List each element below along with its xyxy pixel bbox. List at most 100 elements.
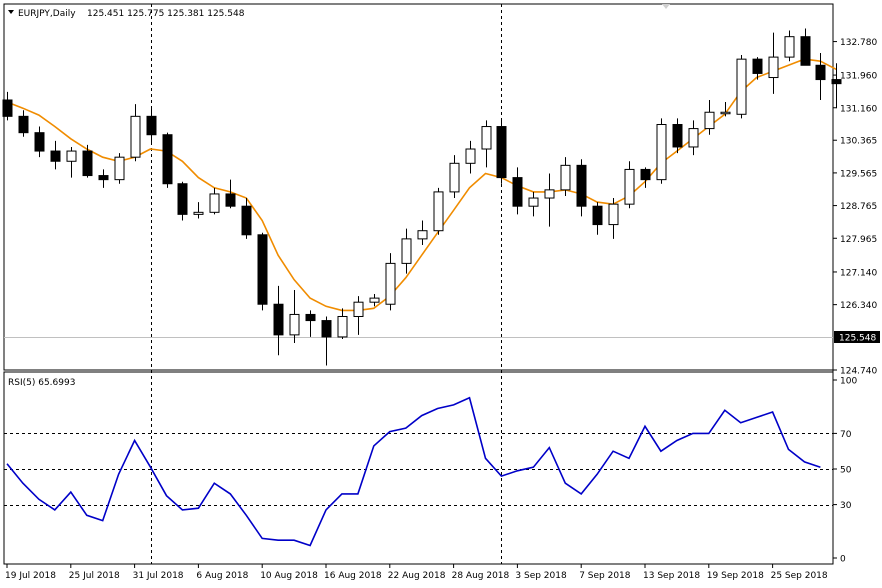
candle-body xyxy=(209,193,220,213)
candle-17 xyxy=(273,285,284,356)
candle-15 xyxy=(241,198,252,239)
time-tick-label: 16 Aug 2018 xyxy=(324,571,382,581)
candle-7 xyxy=(114,153,125,184)
shift-marker-icon[interactable] xyxy=(662,4,670,9)
candle-12 xyxy=(193,202,204,219)
price-tick-label: 130.365 xyxy=(840,137,877,147)
candle-body xyxy=(512,177,523,207)
candle-43 xyxy=(688,120,699,156)
price-tick-label: 132.780 xyxy=(840,38,877,48)
price-tick-label: 127.140 xyxy=(840,268,877,278)
candle-52 xyxy=(831,63,842,109)
candle-body xyxy=(481,126,492,150)
candle-24 xyxy=(385,253,396,311)
candle-29 xyxy=(465,140,476,174)
time-tick-label: 28 Aug 2018 xyxy=(452,571,510,581)
candle-body xyxy=(576,164,587,207)
price-tick-label: 131.960 xyxy=(840,72,877,82)
current-price-label: 125.548 xyxy=(839,333,876,343)
candle-body xyxy=(305,313,316,322)
time-tick-label: 19 Sep 2018 xyxy=(707,571,764,581)
candle-body xyxy=(608,203,619,226)
dropdown-triangle-icon[interactable] xyxy=(8,10,14,14)
candle-body xyxy=(66,150,77,162)
candle-body xyxy=(640,168,651,181)
candle-body xyxy=(624,168,635,205)
candle-body xyxy=(417,230,428,240)
candle-20 xyxy=(321,316,332,366)
candle-2 xyxy=(34,126,45,158)
candle-11 xyxy=(177,181,188,221)
candle-body xyxy=(18,115,29,134)
candle-9 xyxy=(146,106,157,143)
candle-38 xyxy=(608,198,619,239)
candle-5 xyxy=(82,144,93,178)
price-tick-label: 126.340 xyxy=(840,301,877,311)
candle-body xyxy=(50,150,61,162)
candle-6 xyxy=(98,169,109,188)
moving-average-line xyxy=(6,58,837,312)
candle-39 xyxy=(624,161,635,209)
candle-body xyxy=(289,313,300,336)
candle-13 xyxy=(209,187,220,215)
candle-51 xyxy=(815,53,826,100)
candle-body xyxy=(560,164,571,191)
rsi-tick-label: 100 xyxy=(840,377,857,387)
candle-4 xyxy=(66,146,77,178)
candle-10 xyxy=(162,132,173,188)
candle-31 xyxy=(496,120,507,184)
rsi-layer xyxy=(6,396,821,547)
candle-26 xyxy=(417,220,428,246)
candle-body xyxy=(465,148,476,164)
candle-35 xyxy=(560,157,571,196)
price-tick-label: 131.160 xyxy=(840,104,877,114)
candle-body xyxy=(433,191,444,232)
candle-body xyxy=(784,36,795,58)
candle-8 xyxy=(130,104,141,162)
time-tick-label: 10 Aug 2018 xyxy=(260,571,318,581)
candle-body xyxy=(688,128,699,148)
candle-body xyxy=(114,156,125,181)
candle-32 xyxy=(512,167,523,215)
moving-average-layer xyxy=(6,58,837,312)
candle-28 xyxy=(449,155,460,199)
candle-27 xyxy=(433,187,444,235)
candle-48 xyxy=(768,32,779,94)
candle-body xyxy=(193,211,204,215)
rsi-line xyxy=(6,396,821,547)
candle-36 xyxy=(576,159,587,217)
candle-33 xyxy=(528,191,539,217)
candle-40 xyxy=(640,167,651,188)
candle-49 xyxy=(784,30,795,62)
candle-body xyxy=(528,197,539,207)
time-tick-label: 25 Sep 2018 xyxy=(771,571,828,581)
candle-body xyxy=(401,238,412,264)
candle-body xyxy=(162,134,173,185)
candle-body xyxy=(321,320,332,338)
candle-1 xyxy=(18,110,29,137)
rsi-tick-label: 0 xyxy=(840,555,846,565)
candle-body xyxy=(831,79,842,85)
candle-body xyxy=(672,124,683,148)
candle-body xyxy=(225,193,236,207)
rsi-axis-labels: 100 70 50 30 0 xyxy=(833,377,857,565)
candle-body xyxy=(656,124,667,181)
candle-body xyxy=(815,64,826,81)
candle-body xyxy=(257,234,268,305)
candle-body xyxy=(544,189,555,199)
candle-23 xyxy=(369,294,380,307)
candle-body xyxy=(146,115,157,136)
time-tick-label: 19 Jul 2018 xyxy=(5,571,56,581)
price-panel-frame xyxy=(3,3,834,371)
candle-body xyxy=(768,56,779,79)
rsi-panel-frame xyxy=(3,371,834,565)
time-tick-label: 6 Aug 2018 xyxy=(196,571,248,581)
candle-body xyxy=(592,205,603,226)
candle-18 xyxy=(289,289,300,344)
candle-body xyxy=(241,205,252,236)
candle-34 xyxy=(544,173,555,227)
candle-body xyxy=(800,36,811,66)
candle-3 xyxy=(50,140,61,170)
price-axis-labels: 132.780 131.960 131.160 130.365 129.565 128.7… xyxy=(833,38,880,377)
